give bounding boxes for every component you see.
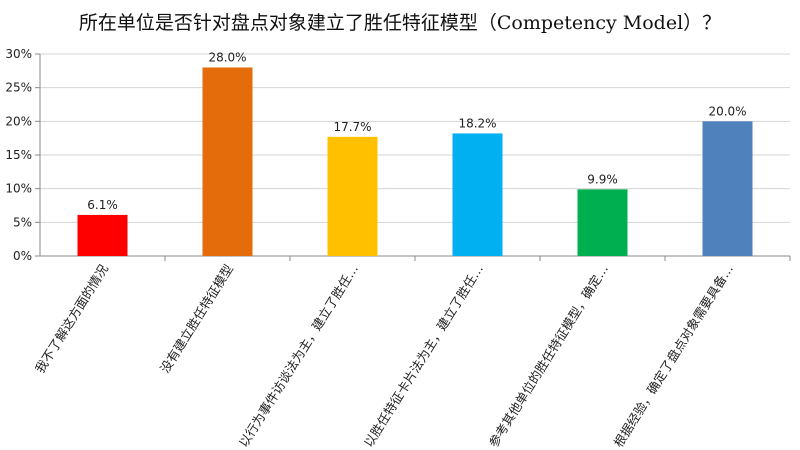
x-category-label: 没有建立胜任特征模型 xyxy=(157,262,236,376)
bar xyxy=(452,133,503,256)
bar xyxy=(702,121,753,256)
bar xyxy=(202,67,253,256)
x-category-label: 根据经验，确定了盘点对象需要具备… xyxy=(611,262,736,450)
chart-title: 所在单位是否针对盘点对象建立了胜任特征模型（Competency Model）？ xyxy=(78,12,722,34)
bar-value-label: 17.7% xyxy=(333,120,371,134)
y-tick-label: 30% xyxy=(5,47,32,61)
y-tick-label: 10% xyxy=(5,182,32,196)
bar-value-label: 28.0% xyxy=(208,50,246,64)
y-tick-label: 20% xyxy=(5,114,32,128)
bar xyxy=(327,136,378,256)
x-category-label: 我不了解这方面的情况 xyxy=(32,261,111,375)
bar-value-label: 6.1% xyxy=(87,198,118,212)
bar xyxy=(77,214,128,256)
bar-value-label: 20.0% xyxy=(708,104,746,118)
x-category-label: 参考其他单位的胜任特征模型，确定… xyxy=(486,262,611,450)
x-category-label: 以行为事件访谈法为主，建立了胜任… xyxy=(236,262,361,450)
y-tick-label: 25% xyxy=(5,81,32,95)
bar-value-label: 9.9% xyxy=(587,172,618,186)
bar xyxy=(577,189,628,256)
x-category-label: 以胜任特征卡片法为主，建立了胜任… xyxy=(361,262,486,450)
y-tick-label: 15% xyxy=(5,148,32,162)
bar-value-label: 18.2% xyxy=(458,116,496,130)
y-tick-label: 5% xyxy=(13,215,32,229)
y-tick-label: 0% xyxy=(13,249,32,263)
